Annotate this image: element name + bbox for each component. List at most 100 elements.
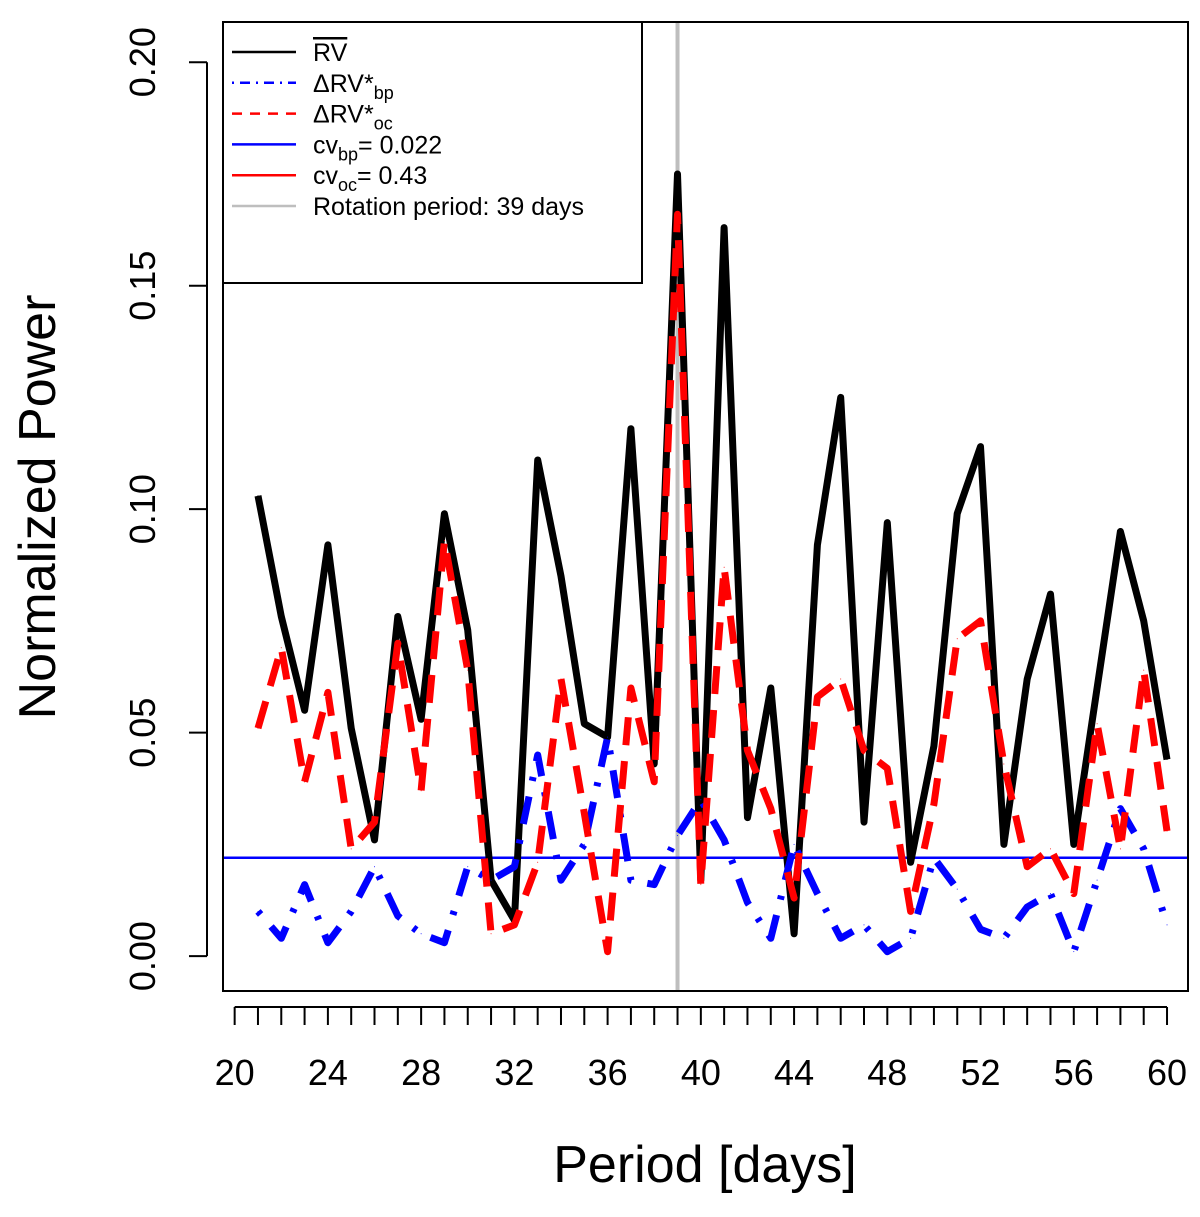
- x-tick-label: 28: [401, 1052, 441, 1093]
- dRV_bp-point: [840, 937, 842, 939]
- RV_mean-line: [254, 170, 1171, 938]
- dRV_oc-point: [1119, 848, 1121, 850]
- legend-label-rotation_period: Rotation period: 39 days: [313, 193, 584, 221]
- y-tick-label: 0.15: [122, 251, 163, 321]
- RV_mean-point: [863, 821, 865, 823]
- dRV_bp-point: [1166, 924, 1168, 926]
- RV_mean-point: [746, 817, 748, 819]
- dRV_bp-point: [467, 866, 469, 868]
- RV_mean-point: [1003, 843, 1005, 845]
- RV_mean-point: [1143, 620, 1145, 622]
- dRV_bp-point: [630, 879, 632, 881]
- RV_mean-point: [956, 513, 958, 515]
- RV_mean-point: [1049, 593, 1051, 595]
- dRV_oc-point: [560, 678, 562, 680]
- dRV_bp-point: [933, 857, 935, 859]
- dRV_oc-point: [607, 951, 609, 953]
- RV_mean-point: [374, 839, 376, 841]
- dRV_oc-point: [397, 642, 399, 644]
- dRV_oc-line: [254, 210, 1171, 956]
- dRV_oc-point: [1073, 893, 1075, 895]
- dRV_oc-point: [443, 539, 445, 541]
- dRV_oc-point: [723, 566, 725, 568]
- y-tick-label: 0.20: [122, 27, 163, 97]
- dRV_bp-point: [374, 866, 376, 868]
- dRV_bp-point: [513, 866, 515, 868]
- RV_mean-point: [677, 173, 679, 175]
- dRV_bp-point: [1003, 937, 1005, 939]
- dRV_oc-point: [630, 687, 632, 689]
- dRV_bp-point: [910, 937, 912, 939]
- dRV_bp-point: [1143, 848, 1145, 850]
- legend-label-dRV_bp: ΔRV*bp: [313, 70, 394, 103]
- dRV_bp-point: [816, 893, 818, 895]
- RV_mean-point: [560, 575, 562, 577]
- legend-label-cv_bp: cvbp= 0.022: [313, 131, 442, 164]
- RV_mean-point: [280, 615, 282, 617]
- dRV_oc-point: [1026, 866, 1028, 868]
- legend-label-cv_oc: cvoc= 0.43: [313, 162, 427, 195]
- dRV_oc-point: [980, 620, 982, 622]
- dRV_bp-point: [863, 924, 865, 926]
- dRV_oc-point: [956, 638, 958, 640]
- x-tick-label: 40: [681, 1052, 721, 1093]
- RV_mean-point: [397, 615, 399, 617]
- RV_mean-point: [1073, 843, 1075, 845]
- RV_mean-point: [980, 446, 982, 448]
- dRV_oc-point: [770, 808, 772, 810]
- dRV_oc-point: [1003, 763, 1005, 765]
- dRV_bp-point: [980, 928, 982, 930]
- legend-box: [222, 21, 643, 284]
- y-tick-label: 0.05: [122, 698, 163, 768]
- x-axis: 20 24 28 32 36 40 44 48 52 56 60: [215, 1006, 1187, 1093]
- dRV_bp-point: [1119, 808, 1121, 810]
- dRV_oc-point: [1049, 848, 1051, 850]
- dRV_bp-point: [793, 843, 795, 845]
- dRV_bp-point: [956, 888, 958, 890]
- dRV_oc-series: [254, 210, 1171, 956]
- RV_mean-point: [327, 544, 329, 546]
- dRV_oc-point: [863, 750, 865, 752]
- RV_mean-point: [1166, 758, 1168, 760]
- x-tick-label: 60: [1147, 1052, 1187, 1093]
- dRV_bp-point: [443, 942, 445, 944]
- dRV_oc-point: [327, 691, 329, 693]
- RV_mean-point: [933, 745, 935, 747]
- x-tick-label: 24: [308, 1052, 348, 1093]
- dRV_oc-point: [840, 678, 842, 680]
- x-tick-label: 44: [774, 1052, 814, 1093]
- dRV_bp-point: [1049, 893, 1051, 895]
- dRV_oc-point: [304, 781, 306, 783]
- dRV_bp-point: [537, 754, 539, 756]
- dRV_oc-point: [933, 803, 935, 805]
- RV_mean-point: [630, 428, 632, 430]
- RV_mean-point: [257, 495, 259, 497]
- RV_mean-point: [840, 396, 842, 398]
- dRV_oc-point: [467, 669, 469, 671]
- RV_mean-point: [653, 763, 655, 765]
- RV_mean-point: [723, 227, 725, 229]
- dRV_bp-point: [1096, 879, 1098, 881]
- dRV_oc-point: [257, 727, 259, 729]
- dRV_bp-point: [723, 839, 725, 841]
- dRV_bp-point: [397, 915, 399, 917]
- RV_mean-point: [420, 718, 422, 720]
- RV_mean-point: [793, 933, 795, 935]
- RV_mean-point: [467, 629, 469, 631]
- RV_mean-series: [254, 170, 1171, 938]
- dRV_oc-point: [677, 213, 679, 215]
- dRV_bp-point: [677, 834, 679, 836]
- dRV_bp-point: [886, 951, 888, 953]
- y-tick-label: 0.00: [122, 921, 163, 991]
- RV_mean-point: [1119, 531, 1121, 533]
- dRV_oc-point: [1166, 830, 1168, 832]
- dRV_bp-series: [255, 733, 1171, 956]
- dRV_bp-point: [350, 910, 352, 912]
- x-tick-label: 20: [215, 1052, 255, 1093]
- y-tick-label: 0.10: [122, 474, 163, 544]
- dRV_bp-point: [1073, 951, 1075, 953]
- dRV_bp-point: [280, 937, 282, 939]
- dRV_bp-point: [490, 879, 492, 881]
- y-axis-label: Normalized Power: [9, 295, 67, 720]
- dRV_bp-point: [746, 902, 748, 904]
